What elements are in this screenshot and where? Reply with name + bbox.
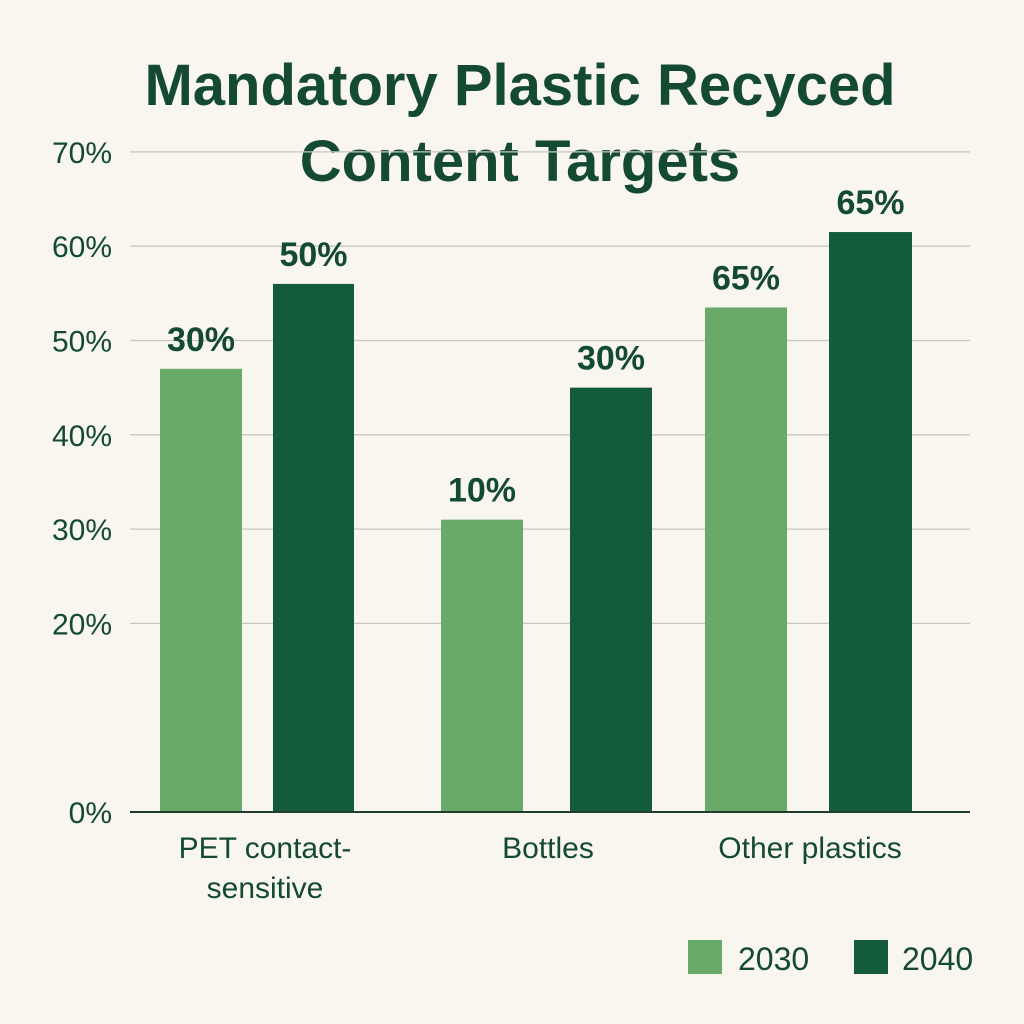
bar-2030-2 xyxy=(705,307,787,812)
category-label: sensitive xyxy=(207,872,324,905)
legend-swatch-2040 xyxy=(854,940,888,974)
bar-2040-1 xyxy=(570,387,652,812)
y-tick-label: 50% xyxy=(52,326,112,359)
category-label: PET contact- xyxy=(179,832,352,865)
bar-2030-0 xyxy=(160,368,242,812)
chart-title-line-2: Content Targets xyxy=(299,129,741,194)
legend-label: 2030 xyxy=(738,941,809,977)
chart-title-line-1: Mandatory Plastic Recyced xyxy=(144,53,896,118)
data-label: 30% xyxy=(577,340,645,378)
chart-title: Mandatory Plastic Recyced Content Target… xyxy=(0,48,1024,200)
y-tick-label: 40% xyxy=(52,420,112,453)
bar-2040-0 xyxy=(273,283,354,812)
legend-swatch-2030 xyxy=(688,940,722,974)
y-tick-label: 20% xyxy=(52,608,112,641)
data-label: 30% xyxy=(167,321,235,359)
data-label: 65% xyxy=(836,184,904,222)
category-label: Other plastics xyxy=(718,832,901,865)
data-label: 50% xyxy=(279,236,347,274)
bar-2030-1 xyxy=(441,519,523,812)
y-tick-label: 70% xyxy=(52,137,112,170)
y-tick-label: 0% xyxy=(69,797,112,830)
y-tick-label: 60% xyxy=(52,231,112,264)
category-label: Bottles xyxy=(502,832,594,865)
bar-2040-2 xyxy=(829,232,912,812)
data-label: 10% xyxy=(448,472,516,510)
legend-label: 2040 xyxy=(902,941,973,977)
data-label: 65% xyxy=(712,259,780,297)
y-tick-label: 30% xyxy=(52,514,112,547)
